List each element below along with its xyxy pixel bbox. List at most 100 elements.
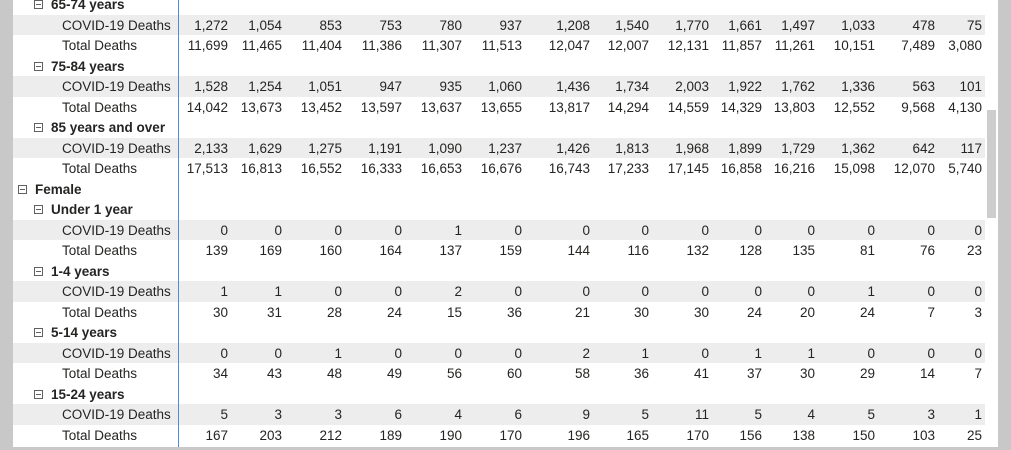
group-label: 5-14 years bbox=[51, 325, 118, 340]
table-cell: 81 bbox=[859, 243, 875, 258]
table-cell: 0 bbox=[394, 284, 402, 299]
table-cell: 1 bbox=[274, 284, 282, 299]
table-cell: 0 bbox=[754, 222, 762, 238]
matrix-table: 65-74 years COVID-19 Deaths 1,272 1,054 853 7… bbox=[13, 0, 985, 445]
collapse-box-icon[interactable] bbox=[34, 266, 43, 276]
vertical-scrollbar[interactable] bbox=[985, 0, 998, 447]
table-row: Total Deaths 34 43 48 49 56 60 58 36 41 37 30 29 14 7 bbox=[13, 363, 985, 384]
table-row: Total Deaths 17,513 16,813 16,552 16,333 16,6… bbox=[13, 158, 985, 179]
table-cell: 16,813 bbox=[240, 161, 282, 176]
table-cell: 4 bbox=[807, 407, 815, 422]
table-cell: 2 bbox=[454, 284, 462, 299]
table-cell: 12,070 bbox=[893, 161, 935, 176]
table-cell: 0 bbox=[701, 345, 709, 361]
table-cell: 1,254 bbox=[248, 79, 282, 94]
age-group-toggle[interactable]: Under 1 year bbox=[34, 199, 133, 220]
table-cell: 159 bbox=[499, 243, 522, 258]
table-cell: 203 bbox=[259, 427, 282, 443]
table-cell: 10,151 bbox=[833, 38, 875, 53]
table-cell: 11,465 bbox=[241, 38, 282, 53]
table-cell: 24 bbox=[859, 304, 875, 320]
table-row: Total Deaths 30 31 28 24 15 36 21 30 30 24 20 24 7 3 bbox=[13, 302, 985, 323]
table-cell: 3 bbox=[334, 407, 342, 422]
age-group-toggle[interactable]: 75-84 years bbox=[34, 56, 125, 77]
collapse-box-icon[interactable] bbox=[34, 123, 43, 132]
collapse-box-icon[interactable] bbox=[18, 184, 27, 194]
age-group-toggle[interactable]: 5-14 years bbox=[34, 322, 117, 343]
table-cell: 36 bbox=[506, 304, 522, 320]
table-cell: 0 bbox=[514, 345, 522, 361]
table-cell: 20 bbox=[799, 304, 815, 320]
table-cell: 11,386 bbox=[361, 38, 402, 53]
table-cell: 13,817 bbox=[548, 99, 590, 115]
table-cell: 58 bbox=[574, 366, 590, 381]
age-group-toggle[interactable]: 65-74 years bbox=[34, 0, 125, 15]
table-cell: 11,857 bbox=[721, 38, 762, 53]
table-cell: 1,528 bbox=[194, 79, 228, 94]
row-label: Total Deaths bbox=[62, 427, 138, 443]
table-cell: 150 bbox=[852, 427, 875, 443]
table-cell: 36 bbox=[633, 366, 649, 381]
table-cell: 13,673 bbox=[240, 99, 282, 115]
table-cell: 1 bbox=[807, 345, 815, 361]
table-cell: 11,261 bbox=[774, 38, 815, 53]
vertical-scrollbar-thumb[interactable] bbox=[987, 110, 996, 218]
table-cell: 5 bbox=[220, 407, 228, 422]
table-cell: 5 bbox=[641, 407, 649, 422]
row-label: Total Deaths bbox=[62, 366, 138, 381]
table-cell: 138 bbox=[792, 427, 815, 443]
age-group-toggle[interactable]: 1-4 years bbox=[34, 261, 110, 282]
table-cell: 60 bbox=[506, 366, 522, 381]
table-cell: 1,968 bbox=[675, 140, 709, 156]
table-cell: 9 bbox=[582, 407, 590, 422]
table-cell: 1,661 bbox=[728, 17, 762, 33]
age-group-header: 15-24 years bbox=[13, 384, 985, 405]
collapse-box-icon[interactable] bbox=[34, 205, 43, 214]
window-frame-bottom bbox=[0, 447, 1011, 450]
table-cell: 0 bbox=[867, 345, 875, 361]
table-cell: 41 bbox=[693, 366, 709, 381]
window-frame-right bbox=[998, 0, 1011, 450]
group-label: 75-84 years bbox=[51, 58, 125, 74]
group-label: 15-24 years bbox=[51, 386, 125, 402]
table-cell: 1 bbox=[754, 345, 762, 361]
collapse-box-icon[interactable] bbox=[34, 328, 43, 337]
table-cell: 13,655 bbox=[480, 99, 522, 115]
age-group-header: 75-84 years bbox=[13, 56, 985, 77]
table-cell: 1,362 bbox=[841, 140, 875, 156]
table-cell: 0 bbox=[334, 284, 342, 299]
collapse-box-icon[interactable] bbox=[34, 389, 43, 399]
table-cell: 1,729 bbox=[781, 140, 815, 156]
table-cell: 0 bbox=[807, 284, 815, 299]
table-cell: 15,098 bbox=[833, 161, 875, 176]
table-cell: 1,237 bbox=[488, 140, 522, 156]
table-cell: 0 bbox=[974, 345, 982, 361]
table-cell: 144 bbox=[567, 243, 590, 258]
table-cell: 7 bbox=[927, 304, 935, 320]
table-row: COVID-19 Deaths 1,272 1,054 853 753 780 937 1,2… bbox=[13, 14, 985, 35]
table-cell: 14,329 bbox=[720, 99, 762, 115]
table-cell: 1,436 bbox=[556, 79, 590, 94]
age-group-toggle[interactable]: 85 years and over bbox=[34, 117, 165, 138]
table-cell: 15 bbox=[446, 304, 462, 320]
row-label: COVID-19 Deaths bbox=[62, 284, 171, 299]
collapse-box-icon[interactable] bbox=[34, 61, 43, 71]
table-cell: 17,145 bbox=[667, 161, 709, 176]
collapse-box-icon[interactable] bbox=[34, 0, 43, 9]
table-cell: 4,130 bbox=[948, 99, 982, 115]
age-group-toggle[interactable]: 15-24 years bbox=[34, 384, 125, 405]
table-cell: 0 bbox=[334, 222, 342, 238]
table-cell: 1,899 bbox=[728, 140, 762, 156]
table-cell: 76 bbox=[919, 243, 935, 258]
sex-group-toggle[interactable]: Female bbox=[18, 179, 82, 200]
table-cell: 2,003 bbox=[675, 79, 709, 94]
row-label: COVID-19 Deaths bbox=[62, 407, 171, 422]
table-cell: 128 bbox=[739, 243, 762, 258]
table-cell: 478 bbox=[912, 17, 935, 33]
table-cell: 56 bbox=[446, 366, 462, 381]
table-cell: 1 bbox=[867, 284, 875, 299]
table-cell: 190 bbox=[439, 427, 462, 443]
table-cell: 1,275 bbox=[308, 140, 342, 156]
table-cell: 1 bbox=[974, 407, 982, 422]
table-cell: 0 bbox=[974, 222, 982, 238]
